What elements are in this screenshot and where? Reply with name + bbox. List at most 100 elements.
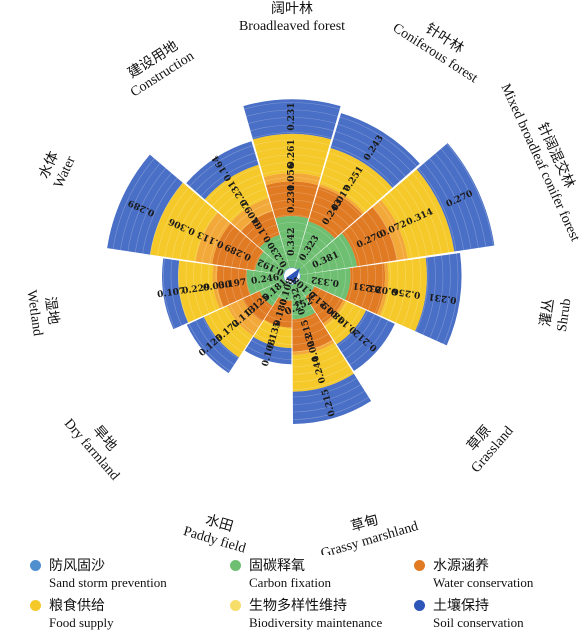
bar-segment [212, 223, 264, 271]
value-label: 0.229 [182, 283, 211, 297]
bar-segment [299, 274, 301, 280]
bar-segment [376, 262, 389, 316]
grid-ring [133, 117, 451, 435]
bar-segment [162, 258, 189, 330]
bar-segment [319, 147, 393, 213]
bar-segment [336, 310, 395, 372]
bar-segment [292, 373, 372, 424]
legend-label-cn: 土壤保持 [433, 598, 489, 614]
grid-ring [43, 27, 541, 525]
bar-segment [195, 212, 231, 264]
bar-segment [259, 234, 290, 271]
grid-ring [178, 162, 406, 390]
legend: 防风固沙 Sand storm prevention 固碳释氧 Carbon f… [30, 555, 579, 632]
legend-swatch [30, 560, 41, 571]
bar-segment [186, 317, 239, 374]
grid-ring [268, 252, 316, 300]
grid-ring [170, 154, 414, 398]
grid-ring [238, 222, 346, 330]
bar-segment [259, 279, 288, 306]
bar-segment [265, 181, 319, 219]
category-label-en: Broadleaved forest [239, 19, 345, 34]
grid-ring [35, 19, 549, 533]
bar-segment [416, 143, 495, 252]
grid-ring [148, 132, 436, 420]
grid-ring [140, 124, 444, 428]
bar-segment [241, 211, 280, 248]
value-label: 0.231 [428, 291, 457, 305]
bar-segment [330, 113, 420, 188]
category-label-cn: 灌丛 [537, 298, 557, 328]
bar-segment [292, 283, 316, 320]
bar-segment [372, 199, 408, 261]
legend-swatch [230, 600, 241, 611]
bar-segment [246, 269, 285, 295]
legend-label-en: Sand storm prevention [49, 575, 167, 590]
bar-segment [324, 301, 367, 345]
bar-segment [203, 306, 253, 358]
legend-label-en: Food supply [49, 615, 114, 630]
bar-segment [296, 279, 300, 284]
legend-label-cn: 粮食供给 [49, 598, 105, 614]
bar-segment [252, 133, 332, 178]
grid-ring [208, 192, 376, 360]
value-label: 0.107 [157, 286, 186, 300]
bar-segment [299, 268, 351, 300]
value-label: 0.342 [287, 228, 297, 256]
value-label: 0.023 [369, 282, 398, 296]
bar-segment [322, 299, 346, 326]
grid-ring [80, 64, 504, 488]
value-label: 0.056 [287, 163, 297, 191]
grid-ring [185, 169, 399, 383]
grid-ring [215, 199, 369, 353]
bar-segment [242, 291, 273, 322]
legend-swatch [414, 560, 425, 571]
category-label-cn: 草甸 [349, 512, 380, 535]
bar-segment [178, 260, 220, 323]
grid-ring [73, 57, 511, 495]
grid-ring [95, 79, 489, 473]
value-label: 0.256 [392, 286, 421, 300]
legend-label-cn: 水源涵养 [433, 558, 489, 574]
bar-segment [107, 154, 183, 255]
bar-segment [380, 257, 427, 332]
bar-segment [263, 173, 321, 186]
grid-ring [58, 42, 526, 510]
bar-segment [284, 279, 288, 284]
value-label: 0.231 [352, 280, 381, 294]
value-label: 0.246 [251, 273, 280, 287]
bar-segment [186, 141, 259, 200]
legend-swatch [230, 560, 241, 571]
value-label: 0.332 [310, 274, 339, 288]
bar-segment [243, 99, 341, 140]
grid-ring [163, 147, 421, 405]
grid-ring [223, 207, 361, 345]
grid-ring [245, 229, 339, 323]
bar-segment [380, 169, 455, 259]
grid-ring [193, 177, 391, 375]
bar-segment [318, 184, 365, 215]
bar-segment [283, 270, 286, 275]
legend-label-cn: 防风固沙 [49, 558, 105, 574]
grid-ring [260, 244, 324, 308]
grid-ring [110, 94, 474, 458]
grid-ring [230, 214, 354, 338]
bar-segment [415, 253, 462, 346]
category-label-cn: 湿地 [42, 296, 62, 326]
category-label-en: Wetland [23, 289, 44, 337]
legend-swatch [30, 600, 41, 611]
bar-segment [264, 296, 292, 328]
bar-segment [294, 221, 335, 271]
bar-segment [275, 216, 309, 268]
value-label: 0.030 [203, 280, 232, 294]
category-label-en: Shrub [555, 298, 575, 333]
bar-segment [212, 265, 224, 309]
bar-segment [278, 283, 292, 301]
grid-ring [200, 184, 384, 368]
